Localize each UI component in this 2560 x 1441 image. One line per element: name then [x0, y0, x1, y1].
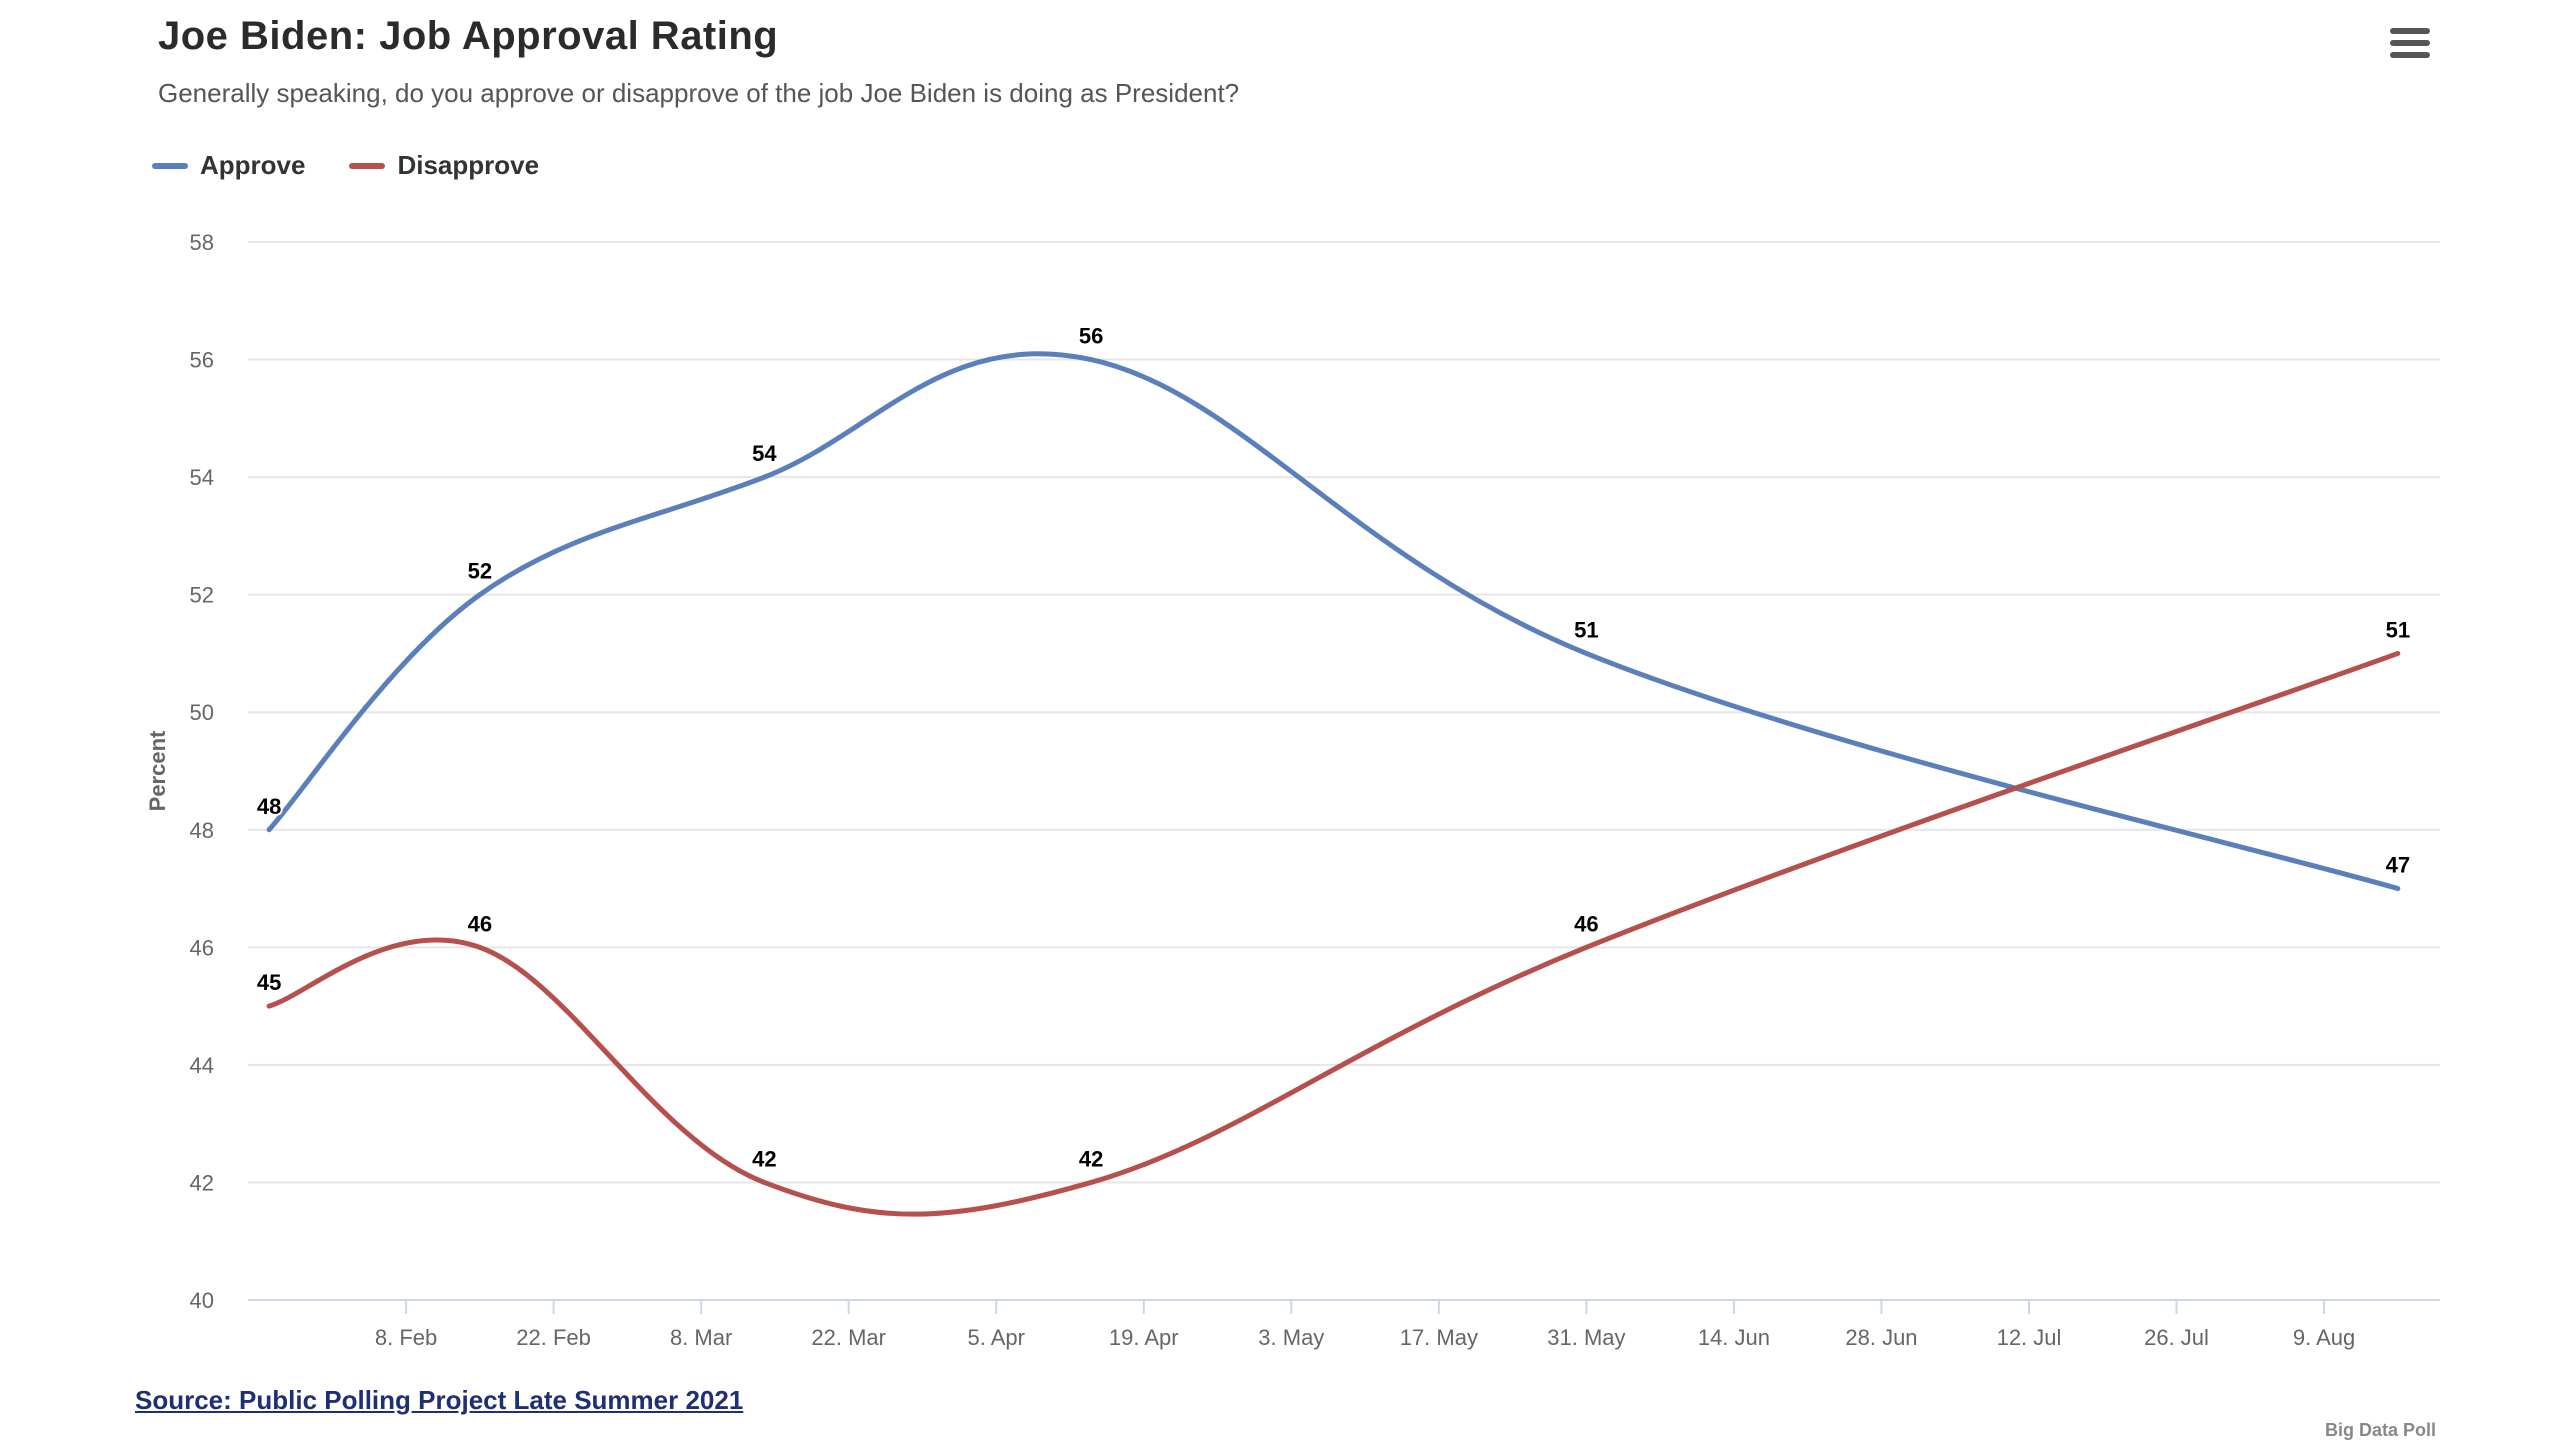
- x-tick-label: 12. Jul: [1997, 1325, 2062, 1350]
- y-tick-label: 48: [190, 818, 214, 843]
- x-tick-label: 17. May: [1400, 1325, 1478, 1350]
- legend-swatch-approve: [152, 162, 188, 169]
- data-label-disapprove: 46: [468, 911, 492, 936]
- x-tick-label: 31. May: [1547, 1325, 1625, 1350]
- y-tick-label: 56: [190, 348, 214, 373]
- legend-item-disapprove[interactable]: Disapprove: [349, 150, 539, 181]
- data-labels: 48 52 54 56 51 47 45 46 42 42 46 51: [255, 322, 2412, 1174]
- x-tick-label: 14. Jun: [1698, 1325, 1770, 1350]
- series-lines: [266, 351, 2401, 1217]
- y-tick-label: 40: [190, 1288, 214, 1313]
- y-tick-label: 58: [190, 230, 214, 255]
- data-label-disapprove: 45: [257, 970, 281, 995]
- y-tick-label: 54: [190, 465, 214, 490]
- legend-item-approve[interactable]: Approve: [152, 150, 305, 181]
- data-label-approve: 54: [752, 441, 777, 466]
- x-tick-label: 8. Feb: [375, 1325, 437, 1350]
- data-label-approve: 52: [468, 559, 492, 584]
- y-tick-label: 42: [190, 1170, 214, 1195]
- x-tick-label: 5. Apr: [967, 1325, 1024, 1350]
- series-line-approve: [266, 351, 2401, 892]
- credits-text: Big Data Poll: [2324, 1420, 2436, 1440]
- x-tick-label: 8. Mar: [670, 1325, 732, 1350]
- x-tick-label: 26. Jul: [2144, 1325, 2209, 1350]
- y-tick-label: 50: [190, 700, 214, 725]
- legend-label-approve: Approve: [200, 150, 306, 180]
- legend-swatch-disapprove: [349, 162, 386, 169]
- x-tick-label: 22. Mar: [811, 1325, 886, 1350]
- chart-legend: Approve Disapprove: [152, 150, 539, 181]
- data-label-disapprove: 46: [1574, 911, 1598, 936]
- data-label-approve: 47: [2386, 853, 2410, 878]
- x-tick-label: 28. Jun: [1845, 1325, 1917, 1350]
- series-line-disapprove: [266, 650, 2401, 1217]
- y-tick-label: 46: [190, 935, 214, 960]
- y-tick-label: 44: [190, 1053, 214, 1078]
- chart-subtitle: Generally speaking, do you approve or di…: [158, 78, 1240, 108]
- chart-title: Joe Biden: Job Approval Rating: [158, 14, 779, 58]
- source-link[interactable]: Source: Public Polling Project Late Summ…: [135, 1385, 744, 1415]
- y-axis-title: Percent: [145, 730, 170, 811]
- data-label-approve: 56: [1079, 324, 1103, 349]
- axes: 40 42 44 46 48 50 52 54 56 58 8. Feb 22. Feb 8. Mar 2…: [145, 230, 2440, 1350]
- x-tick-label: 3. May: [1258, 1325, 1324, 1350]
- data-label-disapprove: 42: [1079, 1146, 1103, 1171]
- y-tick-label: 52: [190, 583, 214, 608]
- x-tick-label: 9. Aug: [2293, 1325, 2355, 1350]
- gridlines: [248, 241, 2440, 1184]
- data-label-disapprove: 51: [2386, 617, 2410, 642]
- hamburger-menu-icon[interactable]: [2390, 28, 2430, 64]
- data-label-approve: 48: [257, 794, 281, 819]
- x-tick-label: 19. Apr: [1109, 1325, 1179, 1350]
- data-label-disapprove: 42: [752, 1146, 776, 1171]
- data-label-approve: 51: [1574, 617, 1598, 642]
- legend-label-disapprove: Disapprove: [397, 150, 540, 180]
- x-tick-label: 22. Feb: [516, 1325, 591, 1350]
